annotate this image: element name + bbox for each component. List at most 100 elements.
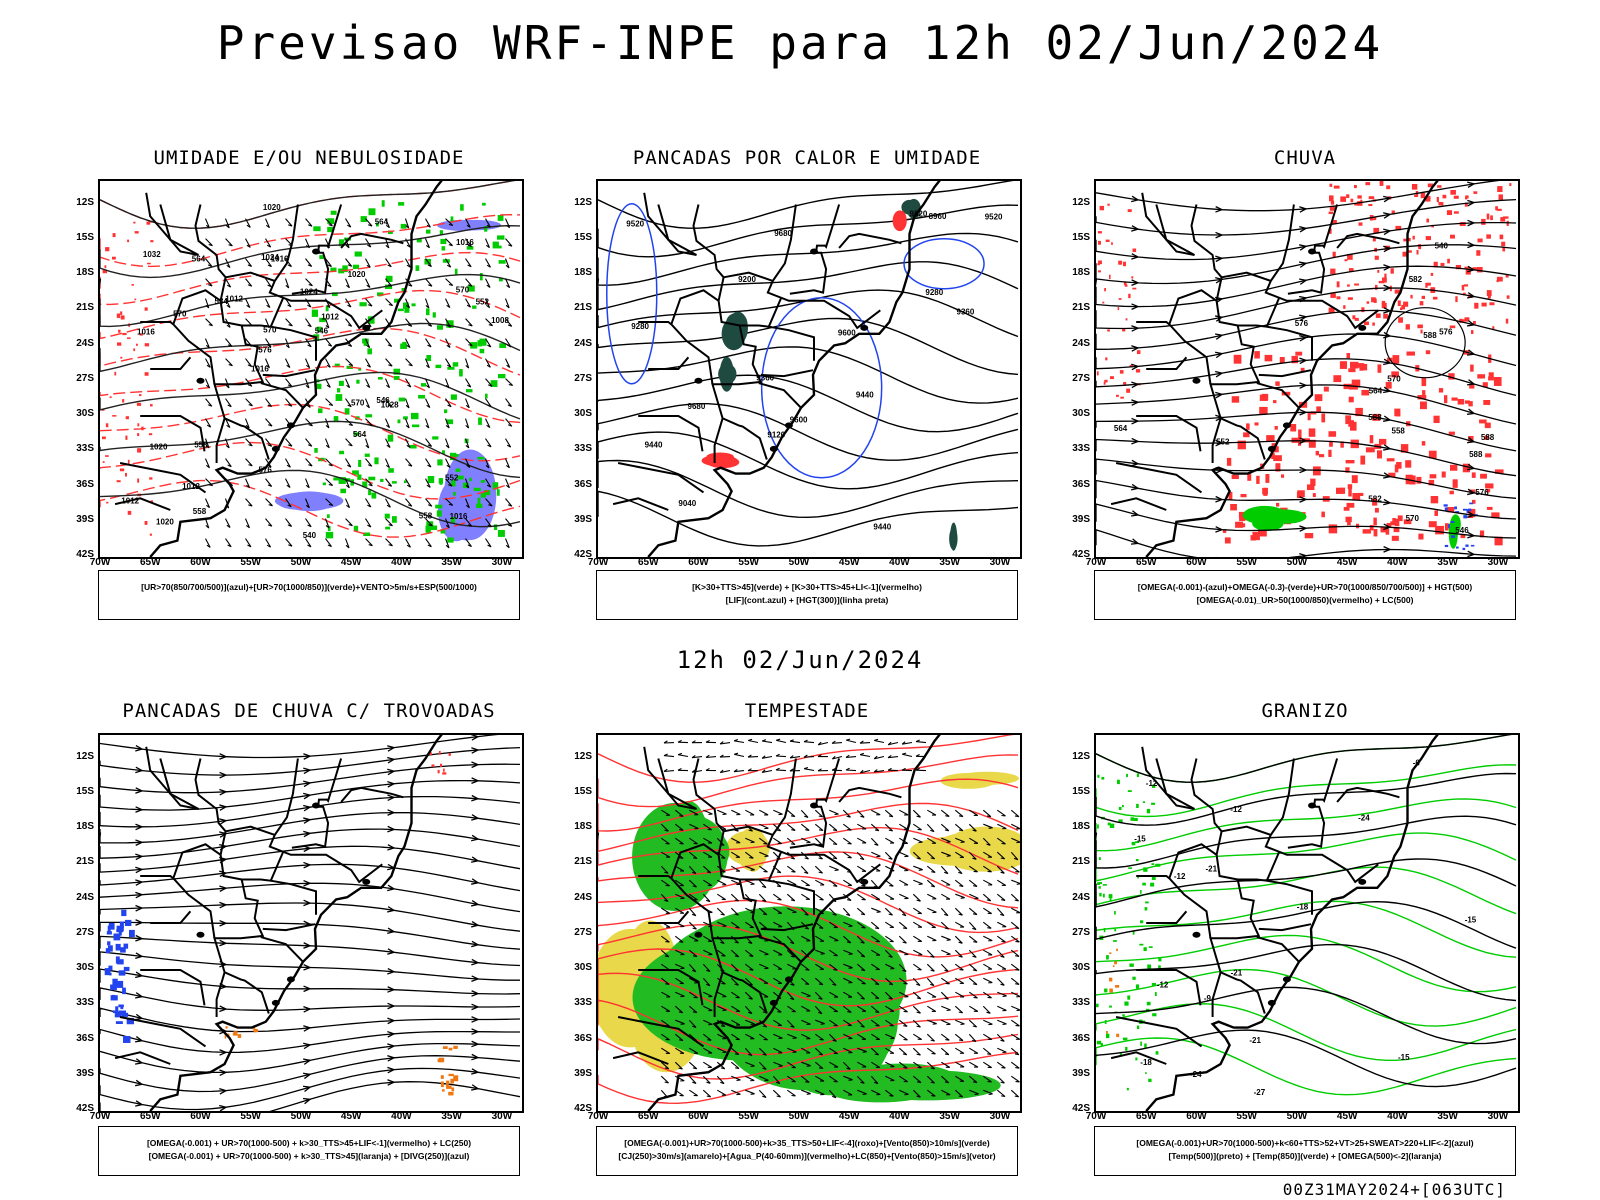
streamline-arrow — [387, 825, 396, 833]
weak-rain-area — [1463, 515, 1468, 519]
humidity-lower-area — [401, 288, 406, 293]
wind-vector — [912, 991, 922, 1000]
rain-area — [1118, 260, 1123, 265]
state-border — [1115, 462, 1203, 494]
humidity-lower-area — [477, 456, 485, 460]
rain-area — [1350, 361, 1359, 369]
state-border — [1168, 289, 1218, 385]
streamline-arrow — [387, 884, 396, 892]
contour-line — [100, 224, 521, 279]
streamline-arrow — [1215, 255, 1224, 263]
wind-vector — [660, 837, 670, 845]
wind-vector — [717, 879, 727, 886]
wind-vector — [982, 991, 992, 999]
rain-area — [1097, 231, 1102, 234]
rain-area — [1373, 227, 1380, 234]
rain-area — [1256, 475, 1260, 484]
temp850-contour — [1097, 824, 1099, 829]
wind-vector — [800, 963, 810, 971]
divergence-area — [123, 1036, 131, 1043]
streamline — [100, 828, 521, 859]
wind-vector — [843, 1047, 853, 1054]
streamline-arrow — [135, 787, 144, 794]
wind-vector — [205, 398, 213, 407]
rain-area — [1455, 296, 1458, 303]
wind-vector — [405, 238, 411, 248]
wind-vector — [800, 907, 809, 916]
rain-area — [1400, 444, 1409, 453]
lake-marker — [1308, 248, 1317, 255]
contour-label: 9440 — [645, 441, 663, 450]
wind-vector — [983, 907, 992, 915]
lat-tick-label: 27S — [574, 926, 592, 938]
lon-tick-label: 65W — [1135, 1111, 1157, 1122]
contour-label: -15 — [1465, 916, 1477, 925]
omega-area — [1112, 965, 1115, 968]
streamline-arrow — [1383, 358, 1392, 366]
divergence-area — [120, 1004, 124, 1010]
contour-label: 582 — [1409, 275, 1423, 284]
wind-vector — [996, 1033, 1005, 1042]
wind-vector — [425, 498, 433, 507]
wind-vector — [871, 1033, 881, 1041]
rain-area — [1448, 373, 1455, 380]
rain-area — [1390, 268, 1394, 274]
lat-tick-label: 30S — [574, 408, 592, 419]
streamline-arrow — [219, 870, 228, 878]
rain-area — [1372, 322, 1375, 326]
wind-vector — [983, 851, 993, 858]
wind-vector — [703, 837, 713, 844]
lon-tick-label: 50W — [290, 557, 312, 568]
wind-vector — [842, 935, 852, 944]
wind-vector — [245, 498, 253, 507]
streamline — [100, 951, 520, 981]
wind-vector — [730, 1061, 740, 1070]
wind-vector — [688, 991, 698, 999]
wind-vector — [955, 837, 965, 843]
wind-vector — [940, 963, 949, 972]
wind-vector — [898, 1075, 909, 1083]
lake-marker — [1308, 802, 1317, 809]
wind-vector — [445, 458, 451, 468]
streamline-arrow — [1467, 292, 1476, 299]
wind-vector — [828, 1075, 838, 1083]
rain-area — [1425, 236, 1432, 241]
divergence-area — [114, 1013, 122, 1018]
contour-label: 564 — [192, 255, 206, 264]
contour-label: 9200 — [738, 275, 756, 284]
wind-vector — [968, 1075, 978, 1084]
rain-area — [1360, 455, 1366, 465]
wind-vector — [759, 963, 769, 970]
wind-vector — [702, 893, 711, 903]
thunderstorm-area — [446, 1081, 449, 1088]
rain-area — [1128, 293, 1131, 299]
state-border — [1266, 879, 1313, 915]
rain-area — [1345, 415, 1352, 425]
streamline — [1096, 309, 1517, 350]
contour-label: 1016 — [456, 238, 474, 247]
state-border — [1258, 923, 1312, 932]
wind-vector — [899, 893, 909, 900]
wind-vector — [445, 398, 452, 408]
rain-area — [1365, 182, 1371, 186]
wind-vector — [345, 418, 354, 427]
wind-vector — [912, 1075, 922, 1084]
wind-vector — [405, 438, 411, 448]
rain-area — [1472, 499, 1476, 504]
wind-vector — [660, 935, 670, 943]
divergence-area — [116, 925, 124, 932]
streamline-arrow — [1467, 463, 1476, 471]
rain-area — [1421, 377, 1427, 387]
lake-marker — [362, 878, 371, 885]
streamline-arrow — [134, 1013, 144, 1021]
thickness-area — [125, 472, 127, 477]
wind-vector — [731, 1005, 741, 1012]
streamline-arrow — [1215, 315, 1224, 322]
streamline-arrow — [1131, 381, 1140, 389]
wind-vector — [927, 1005, 937, 1013]
streamline-arrow — [1130, 510, 1140, 517]
state-border — [838, 232, 902, 249]
humidity-lower-area — [482, 202, 486, 206]
wind-vector — [702, 1075, 711, 1084]
